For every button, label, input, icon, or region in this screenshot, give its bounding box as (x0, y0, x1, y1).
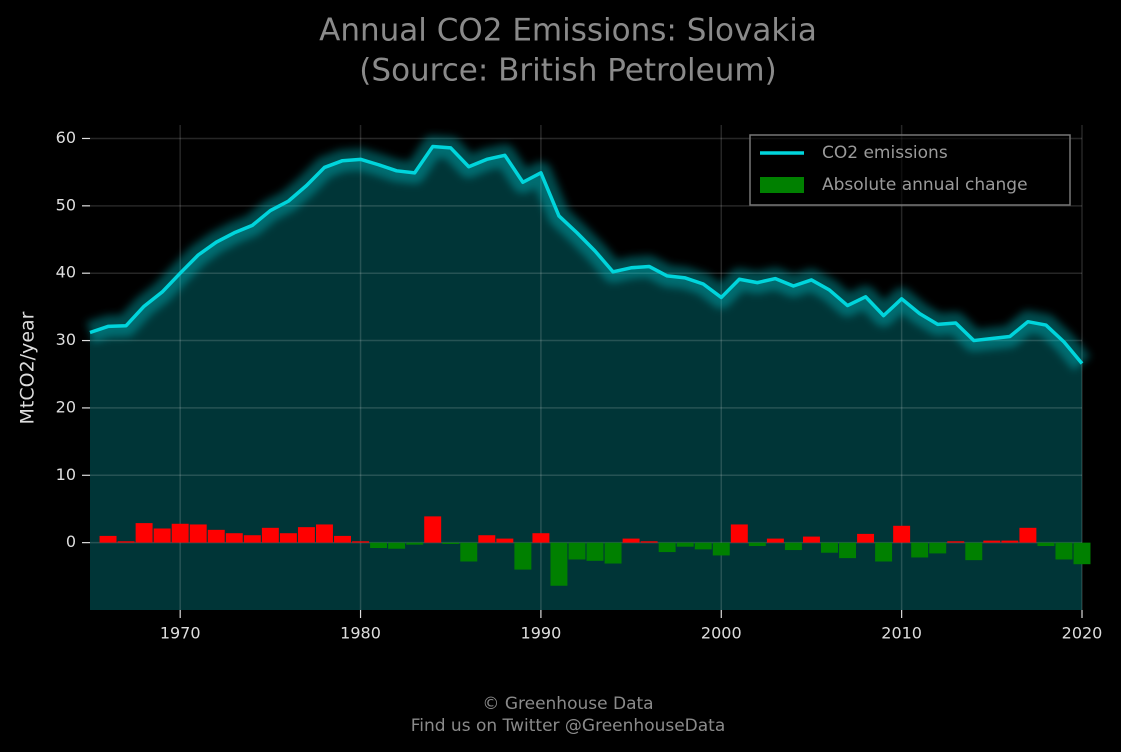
bar (748, 542, 766, 547)
bar (839, 542, 857, 559)
bar (442, 542, 460, 544)
bar (784, 542, 802, 551)
bar (875, 542, 893, 562)
y-tick-label: 30 (56, 330, 76, 349)
bar (334, 535, 351, 543)
bar (857, 533, 875, 543)
bar (983, 540, 1001, 543)
bar (117, 541, 135, 543)
bar (1055, 542, 1073, 560)
chart-subtitle: (Source: British Petroleum) (359, 53, 776, 89)
bar (207, 529, 225, 543)
bar (586, 542, 604, 561)
area (90, 146, 1082, 611)
bar (730, 524, 748, 543)
x-tick-label: 2020 (1062, 624, 1103, 643)
bar (532, 533, 550, 543)
legend-box (749, 134, 1071, 206)
bar (460, 542, 478, 562)
bar (604, 542, 622, 564)
footer: © Greenhouse Data (482, 694, 653, 714)
bar (370, 542, 388, 549)
line (89, 144, 1084, 365)
bar (676, 542, 694, 547)
x-tick-label: 2010 (881, 624, 922, 643)
bar (496, 538, 514, 543)
bar (406, 542, 424, 545)
bar (225, 533, 243, 543)
bar (352, 541, 370, 543)
bar (189, 524, 207, 543)
bar (135, 523, 153, 543)
bar (911, 542, 929, 558)
bar (171, 523, 189, 543)
footer: Find us on Twitter @GreenhouseData (411, 716, 726, 736)
x-tick-label: 1990 (521, 624, 562, 643)
bar (243, 535, 261, 543)
y-tick-label: 60 (56, 128, 76, 147)
bar (478, 535, 496, 543)
bar (279, 533, 297, 543)
bar (965, 542, 983, 561)
bar (153, 528, 171, 543)
x-tick-label: 1980 (340, 624, 381, 643)
x-tick-label: 1970 (160, 624, 201, 643)
bar (640, 541, 658, 543)
y-tick-label: 20 (56, 397, 76, 416)
bar (424, 516, 442, 543)
bar (315, 524, 333, 543)
bar (929, 542, 947, 554)
bar (712, 542, 730, 556)
bar (1073, 542, 1091, 565)
bar (568, 542, 586, 560)
bar (1019, 527, 1037, 543)
bar (802, 536, 820, 543)
bar (1037, 542, 1055, 547)
bar (297, 527, 315, 543)
y-tick-label: 50 (56, 195, 76, 214)
bar (658, 542, 676, 553)
bar (694, 542, 712, 550)
bar (622, 538, 640, 543)
bar (766, 538, 784, 543)
y-tick-label: 40 (56, 263, 76, 282)
bar (388, 542, 406, 549)
bar (893, 525, 911, 543)
y-tick-label: 10 (56, 465, 76, 484)
legend-label: Absolute annual change (822, 175, 1028, 195)
bar (261, 527, 279, 543)
bar (550, 542, 568, 586)
y-axis-label: MtCO2/year (17, 311, 39, 424)
x-tick-label: 2000 (701, 624, 742, 643)
bar (821, 542, 838, 553)
bar (947, 541, 965, 543)
bar (1001, 540, 1019, 543)
chart-title: Annual CO2 Emissions: Slovakia (319, 13, 817, 49)
bar (514, 542, 532, 570)
legend-swatch (760, 177, 804, 193)
y-tick-label: 0 (66, 532, 76, 551)
legend-label: CO2 emissions (822, 143, 948, 163)
bar (99, 535, 117, 543)
